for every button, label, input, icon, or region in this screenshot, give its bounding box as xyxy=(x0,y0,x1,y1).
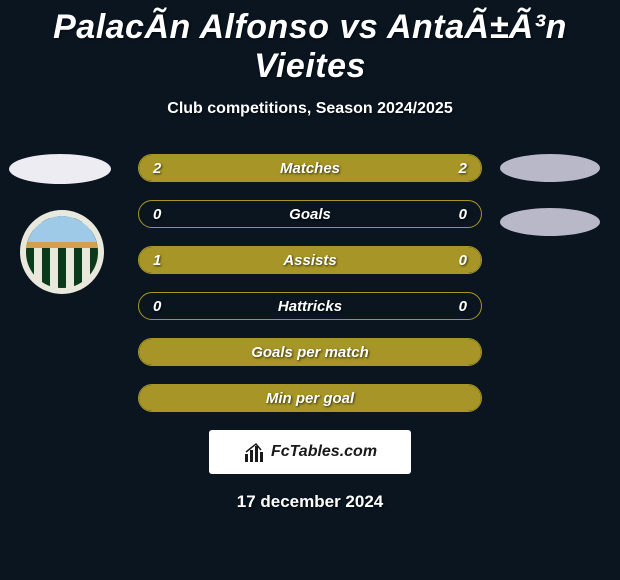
stat-right-value: 0 xyxy=(459,298,467,315)
player-right-placeholder-1 xyxy=(500,154,600,182)
stat-label: Goals xyxy=(139,206,481,223)
stat-label: Hattricks xyxy=(139,298,481,315)
stat-row: Goals per match xyxy=(138,338,482,366)
stat-row: 0Goals0 xyxy=(138,200,482,228)
stat-right-value: 2 xyxy=(459,160,467,177)
stat-label: Matches xyxy=(139,160,481,177)
player-right-placeholder-2 xyxy=(500,208,600,236)
stat-row: 1Assists0 xyxy=(138,246,482,274)
page-subtitle: Club competitions, Season 2024/2025 xyxy=(0,100,620,118)
stats-area: 2Matches20Goals01Assists00Hattricks0Goal… xyxy=(0,154,620,412)
stat-label: Min per goal xyxy=(139,390,481,407)
stat-row: 2Matches2 xyxy=(138,154,482,182)
date-line: 17 december 2024 xyxy=(0,492,620,512)
chart-icon xyxy=(243,440,267,464)
stat-row: 0Hattricks0 xyxy=(138,292,482,320)
stat-label: Assists xyxy=(139,252,481,269)
stat-row: Min per goal xyxy=(138,384,482,412)
stat-right-value: 0 xyxy=(459,206,467,223)
brand-box[interactable]: FcTables.com xyxy=(209,430,411,474)
brand-text: FcTables.com xyxy=(271,443,377,461)
stat-right-value: 0 xyxy=(459,252,467,269)
club-badge-left xyxy=(20,210,118,294)
stat-label: Goals per match xyxy=(139,344,481,361)
page-title: PalacÃn Alfonso vs AntaÃ±Ã³n Vieites xyxy=(0,0,620,86)
player-left-placeholder-1 xyxy=(9,154,111,184)
